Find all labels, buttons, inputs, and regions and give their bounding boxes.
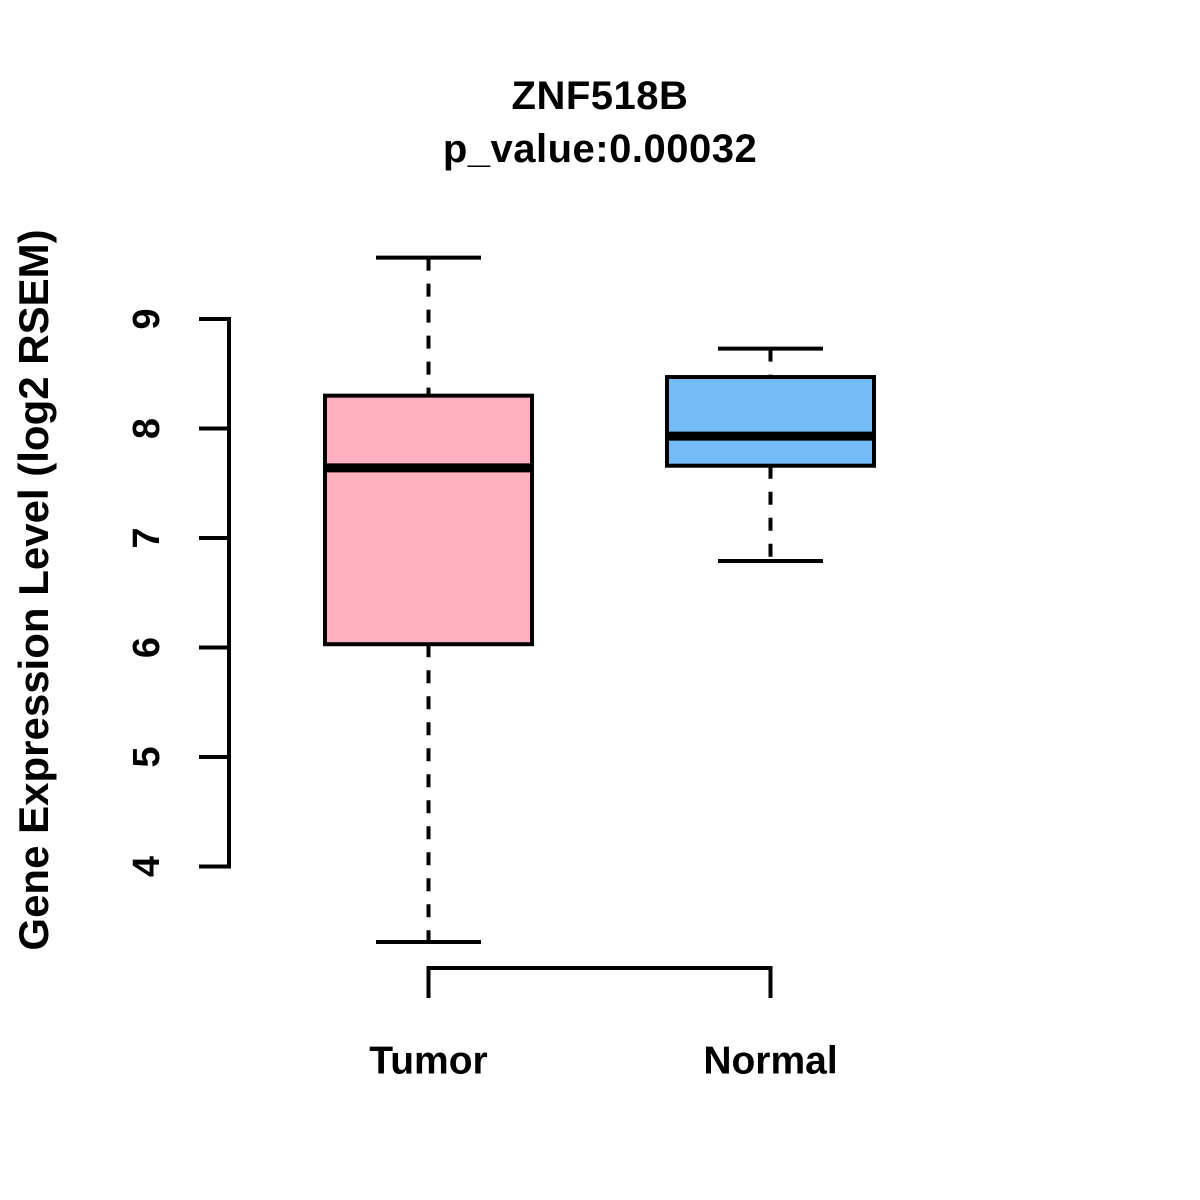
chart-title: ZNF518B [511, 74, 689, 118]
y-tick-label: 8 [126, 418, 168, 439]
chart-subtitle: p_value:0.00032 [442, 127, 758, 171]
y-tick-label: 9 [126, 308, 168, 329]
x-group-label-tumor: Tumor [369, 1040, 487, 1083]
y-tick-label: 7 [126, 527, 168, 548]
y-tick-label: 4 [126, 856, 168, 877]
iqr-box-normal [665, 375, 876, 468]
group-bracket [426, 966, 773, 998]
y-tick-label: 6 [126, 637, 168, 658]
iqr-box-tumor [323, 393, 534, 647]
chart-title-block: ZNF518B p_value:0.00032 [0, 70, 1200, 176]
y-tick-label: 5 [126, 746, 168, 767]
x-group-label-normal: Normal [703, 1040, 837, 1083]
